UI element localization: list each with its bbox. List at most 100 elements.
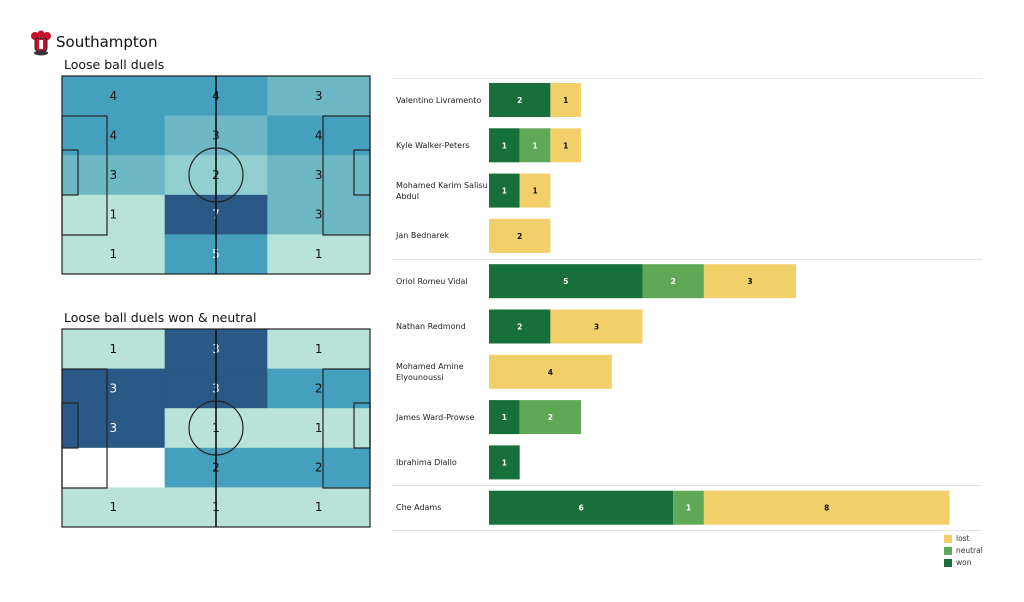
heatmap-cell: [267, 76, 371, 117]
bar-lost: [550, 309, 643, 344]
heatmap-cell-value: 1: [315, 342, 323, 356]
bar-label-won: 1: [502, 141, 507, 150]
heatmap-1-title: Loose ball duels: [64, 57, 165, 72]
legend-label: neutral: [956, 546, 983, 555]
bar-label-lost: 2: [517, 232, 522, 241]
heatmap-cell: [267, 368, 371, 409]
heatmap-cell-value: 1: [110, 500, 118, 514]
bar-won: [489, 128, 520, 163]
heatmap-cell: [267, 329, 371, 370]
legend-label: won: [956, 558, 972, 567]
heatmap-cell: [267, 194, 371, 235]
divider: [392, 259, 982, 260]
bar-label-lost: 3: [747, 277, 752, 286]
heatmap-cell-value: 4: [315, 128, 323, 142]
center-circle: [188, 400, 244, 456]
bar-label-lost: 1: [563, 96, 568, 105]
player-name: Ibrahima Diallo: [396, 457, 457, 467]
player-name: Che Adams: [396, 503, 442, 513]
heatmap-cell-value: 4: [110, 128, 118, 142]
heatmap-cell: [62, 194, 166, 235]
bar-lost: [519, 173, 551, 208]
legend-swatch-neutral: [944, 546, 952, 555]
heatmap-cell-value: 3: [110, 421, 118, 435]
heatmap-cell: [267, 487, 371, 528]
heatmap-cell: [62, 155, 166, 196]
heatmap-cell: [62, 487, 166, 528]
heatmap-cell: [267, 115, 371, 156]
player-name: Jan Bednarek: [396, 231, 450, 241]
heatmap-cell: [62, 115, 166, 156]
heatmap-cell-value: 2: [315, 381, 323, 395]
heatmap-cell-value: 3: [315, 168, 323, 182]
divider: [392, 530, 982, 531]
heatmap-cell-value: 1: [110, 247, 118, 261]
heatmap-cell-value: 1: [315, 247, 323, 261]
bar-won: [489, 309, 551, 344]
bar-label-neutral: 1: [686, 504, 691, 513]
bar-label-lost: 1: [532, 187, 537, 196]
player-name: Kyle Walker-Peters: [396, 140, 470, 150]
heatmap-cell-value: 3: [110, 381, 118, 395]
heatmap-cell: [62, 447, 166, 488]
player-name: Oriol Romeu Vidal: [396, 276, 468, 286]
legend-label: lost: [956, 534, 970, 543]
heatmap-loose-ball-duels: 4 4 34 3 43 2 31 7 31 5 1: [61, 75, 371, 275]
bar-lost: [489, 354, 612, 389]
right-goal-box: [353, 402, 371, 449]
bar-won: [489, 264, 643, 299]
heatmap-cell-value: 4: [110, 89, 118, 103]
bar-label-won: 1: [502, 187, 507, 196]
legend-lost: lost: [944, 534, 970, 543]
heatmap-cell-value: 3: [315, 208, 323, 222]
bar-neutral: [519, 128, 551, 163]
divider: [392, 485, 982, 486]
bar-label-lost: 3: [594, 323, 599, 332]
player-name: Valentino Livramento: [396, 95, 482, 105]
legend-swatch-won: [944, 558, 952, 567]
heatmap-cell: [62, 408, 166, 449]
bar-won: [489, 173, 520, 208]
heatmap-cell: [267, 408, 371, 449]
right-goal-box: [353, 149, 371, 196]
center-circle: [188, 147, 244, 203]
bar-label-lost: 8: [824, 504, 829, 513]
heatmap-cell-value: 1: [110, 342, 118, 356]
bar-lost: [550, 128, 582, 163]
heatmap-cell: [267, 447, 371, 488]
player-name: Mohamed Karim Salisu Abdul: [396, 180, 488, 201]
divider: [392, 78, 982, 79]
bar-won: [489, 490, 674, 525]
player-name: Mohamed Amine Elyounoussi: [396, 361, 464, 382]
heatmap-cell: [62, 234, 166, 275]
heatmap-cell: [62, 368, 166, 409]
heatmap-cell-value: 2: [315, 461, 323, 475]
heatmap-cell-value: 3: [110, 168, 118, 182]
heatmap-cell-value: 3: [315, 89, 323, 103]
bar-neutral: [519, 400, 582, 435]
bar-lost: [489, 218, 551, 253]
left-goal-box: [61, 402, 79, 449]
bar-neutral: [642, 264, 704, 299]
bar-label-neutral: 1: [532, 141, 537, 150]
team-name: Southampton: [56, 33, 158, 51]
heatmap-won-neutral: 1 3 13 3 23 1 12 21 1 1: [61, 328, 371, 528]
bar-label-won: 2: [517, 323, 522, 332]
player-name: James Ward-Prowse: [396, 412, 475, 422]
bar-label-won: 1: [502, 413, 507, 422]
bar-label-won: 6: [578, 504, 583, 513]
heatmap-cell: [267, 155, 371, 196]
bar-label-neutral: 2: [548, 413, 553, 422]
bar-won: [489, 83, 551, 117]
bar-label-won: 2: [517, 96, 522, 105]
heatmap-cell: [62, 329, 166, 370]
bar-neutral: [673, 490, 704, 525]
heatmap-cell-value: 1: [315, 421, 323, 435]
bar-label-neutral: 2: [671, 277, 676, 286]
bar-lost: [703, 490, 950, 525]
heatmap-cell-value: 1: [315, 500, 323, 514]
bar-won: [489, 400, 520, 435]
stacked-bar-chart: 2 1 1 1 1 1 1 2 5 2 3 2 3 4 1 2 1 6 1 8: [489, 83, 950, 525]
heatmap-2-title: Loose ball duels won & neutral: [64, 310, 257, 325]
player-name: Nathan Redmond: [396, 322, 466, 331]
